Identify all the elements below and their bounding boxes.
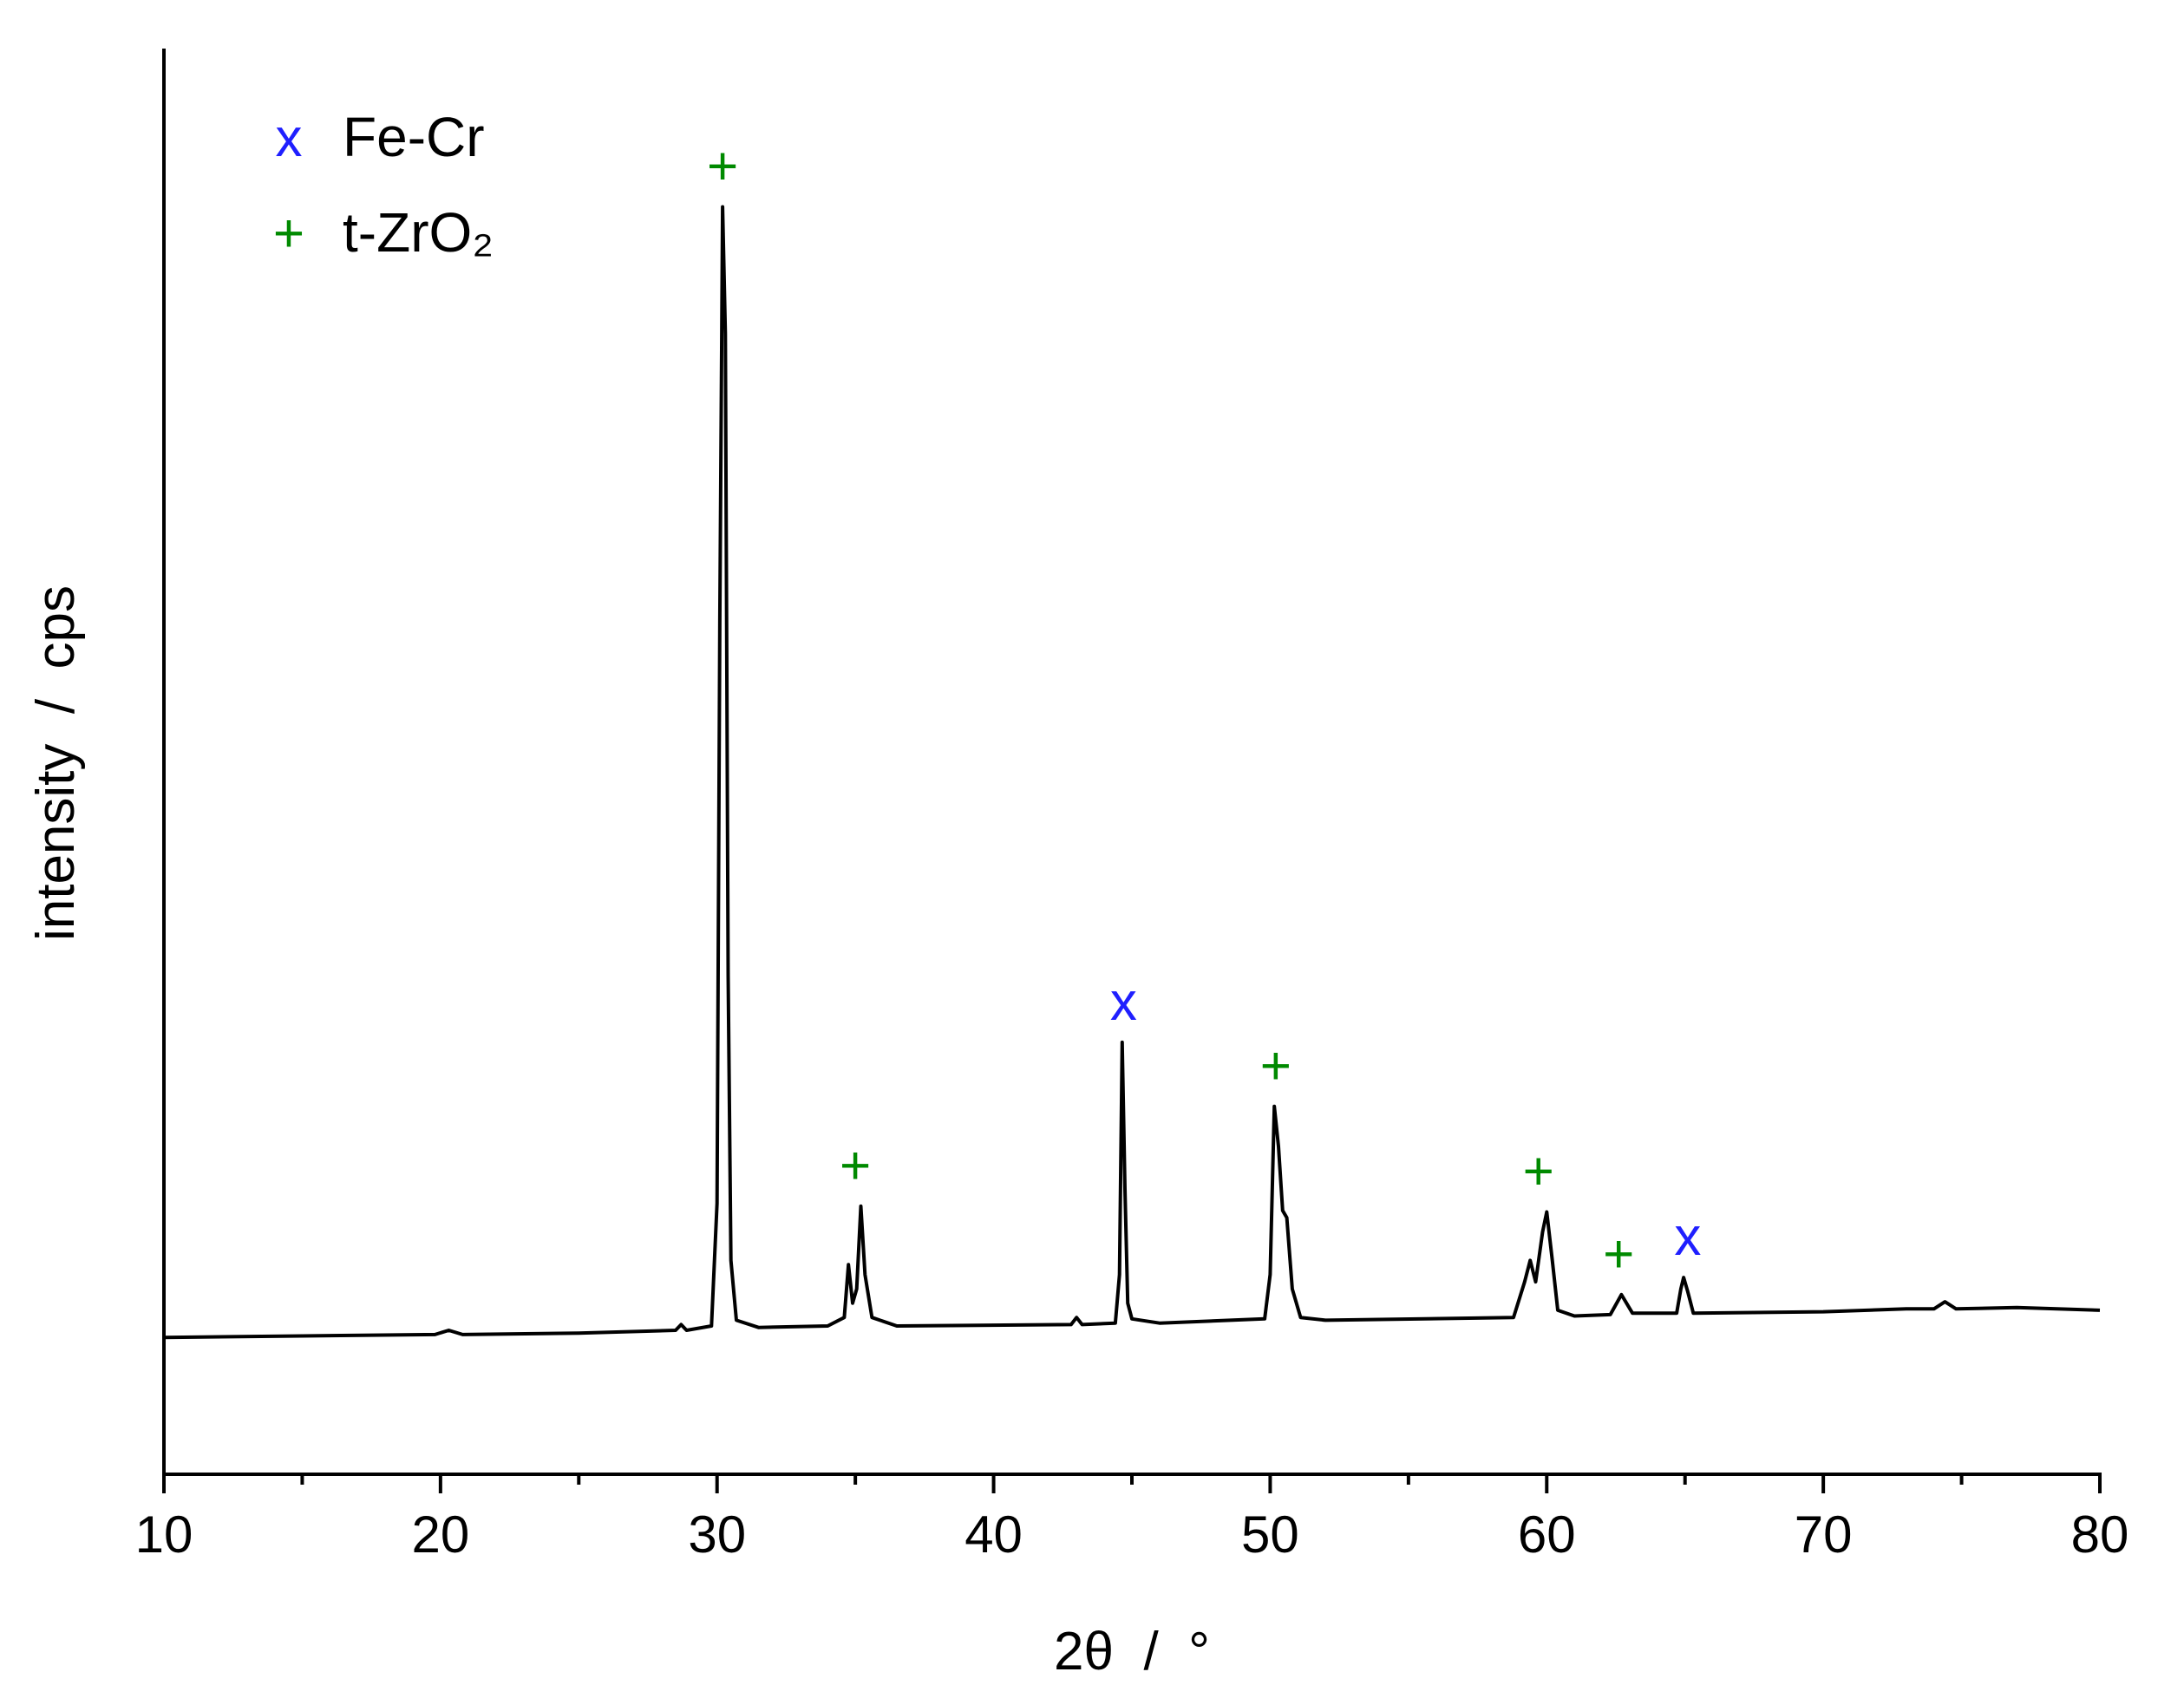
peak-marker: x (1674, 1207, 1701, 1267)
data-line (163, 205, 2101, 1340)
x-tick-label: 60 (1518, 1505, 1576, 1564)
x-tick-label: 70 (1795, 1505, 1853, 1564)
peak-marker: + (840, 1136, 871, 1196)
y-axis-title: intensity / cps (26, 585, 86, 941)
x-tick-label: 10 (135, 1505, 193, 1564)
peak-marker: + (1603, 1225, 1634, 1284)
peak-marker: + (1260, 1036, 1291, 1096)
x-tick-label: 30 (688, 1505, 746, 1564)
x-tick-label: 40 (964, 1505, 1023, 1564)
peak-marker: + (1523, 1142, 1554, 1202)
x-axis-title: 2θ / ° (1054, 1622, 1210, 1682)
x-tick-label: 20 (411, 1505, 469, 1564)
legend-label: t-ZrO₂ (343, 201, 494, 264)
legend-label: Fe-Cr (343, 106, 485, 168)
legend-symbol: x (276, 108, 303, 168)
peak-marker: x (1110, 972, 1137, 1032)
legend-symbol: + (273, 204, 304, 264)
peak-marker: + (707, 136, 738, 196)
x-tick-label: 80 (2071, 1505, 2129, 1564)
x-tick-label: 50 (1241, 1505, 1299, 1564)
